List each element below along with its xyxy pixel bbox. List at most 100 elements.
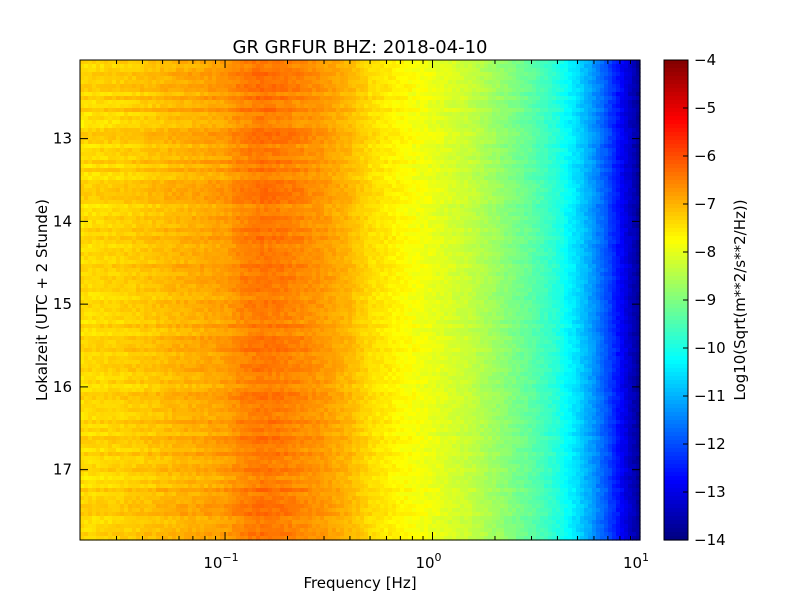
heatmap-cell xyxy=(132,68,137,73)
heatmap-cell xyxy=(176,136,181,141)
heatmap-cell xyxy=(168,156,173,161)
heatmap-cell xyxy=(532,148,537,153)
heatmap-cell xyxy=(340,180,345,185)
heatmap-cell xyxy=(572,72,577,77)
heatmap-cell xyxy=(540,88,545,93)
heatmap-cell xyxy=(364,72,369,77)
heatmap-cell xyxy=(532,76,537,81)
heatmap-cell xyxy=(408,188,413,193)
heatmap-cell xyxy=(616,136,621,141)
heatmap-cell xyxy=(392,184,397,189)
heatmap-cell xyxy=(632,152,637,157)
heatmap-cell xyxy=(396,88,401,93)
heatmap-cell xyxy=(152,68,157,73)
heatmap-cell xyxy=(464,188,469,193)
heatmap-cell xyxy=(416,156,421,161)
heatmap-cell xyxy=(412,200,417,205)
heatmap-cell xyxy=(568,196,573,201)
heatmap-cell xyxy=(356,148,361,153)
heatmap-cell xyxy=(616,172,621,177)
heatmap-cell xyxy=(268,112,273,117)
heatmap-cell xyxy=(256,144,261,149)
heatmap-cell xyxy=(524,84,529,89)
heatmap-cell xyxy=(140,144,145,149)
heatmap-cell xyxy=(128,88,133,93)
heatmap-cell xyxy=(168,132,173,137)
heatmap-cell xyxy=(552,140,557,145)
heatmap-cell xyxy=(264,192,269,197)
heatmap-cell xyxy=(244,132,249,137)
heatmap-cell xyxy=(252,88,257,93)
heatmap-cell xyxy=(88,152,93,157)
heatmap-cell xyxy=(420,144,425,149)
heatmap-cell xyxy=(412,84,417,89)
heatmap-cell xyxy=(132,164,137,169)
heatmap-cell xyxy=(432,152,437,157)
heatmap-cell xyxy=(588,116,593,121)
heatmap-cell xyxy=(280,92,285,97)
heatmap-cell xyxy=(296,88,301,93)
heatmap-cell xyxy=(204,164,209,169)
heatmap-cell xyxy=(228,196,233,201)
heatmap-cell xyxy=(604,172,609,177)
heatmap-cell xyxy=(104,200,109,205)
heatmap-cell xyxy=(136,184,141,189)
heatmap-cell xyxy=(564,112,569,117)
heatmap-cell xyxy=(120,100,125,105)
heatmap-cell xyxy=(412,140,417,145)
heatmap-cell xyxy=(368,108,373,113)
heatmap-cell xyxy=(160,64,165,69)
heatmap-cell xyxy=(332,188,337,193)
heatmap-cell xyxy=(616,88,621,93)
heatmap-cell xyxy=(404,176,409,181)
heatmap-cell xyxy=(452,136,457,141)
heatmap-cell xyxy=(176,156,181,161)
heatmap-cell xyxy=(632,128,637,133)
heatmap-cell xyxy=(196,180,201,185)
heatmap-cell xyxy=(472,136,477,141)
heatmap-cell xyxy=(400,88,405,93)
heatmap-cell xyxy=(108,72,113,77)
heatmap-cell xyxy=(616,84,621,89)
heatmap-cell xyxy=(212,60,217,65)
heatmap-cell xyxy=(428,96,433,101)
heatmap-cell xyxy=(152,112,157,117)
heatmap-cell xyxy=(112,64,117,69)
heatmap-cell xyxy=(152,100,157,105)
heatmap-cell xyxy=(592,132,597,137)
heatmap-cell xyxy=(456,128,461,133)
heatmap-cell xyxy=(268,172,273,177)
heatmap-cell xyxy=(372,172,377,177)
heatmap-cell xyxy=(384,148,389,153)
heatmap-cell xyxy=(312,72,317,77)
heatmap-cell xyxy=(216,200,221,205)
heatmap-cell xyxy=(200,140,205,145)
heatmap-cell xyxy=(400,76,405,81)
heatmap-cell xyxy=(288,88,293,93)
heatmap-cell xyxy=(608,124,613,129)
heatmap-cell xyxy=(408,144,413,149)
heatmap-cell xyxy=(356,72,361,77)
heatmap-cell xyxy=(96,92,101,97)
heatmap-cell xyxy=(380,156,385,161)
heatmap-cell xyxy=(548,84,553,89)
heatmap-cell xyxy=(592,196,597,201)
heatmap-cell xyxy=(400,168,405,173)
heatmap-cell xyxy=(472,112,477,117)
heatmap-cell xyxy=(376,80,381,85)
heatmap-cell xyxy=(204,200,209,205)
heatmap-cell xyxy=(220,168,225,173)
heatmap-cell xyxy=(524,132,529,137)
heatmap-cell xyxy=(148,108,153,113)
heatmap-cell xyxy=(188,68,193,73)
heatmap-cell xyxy=(420,192,425,197)
heatmap-cell xyxy=(564,176,569,181)
heatmap-cell xyxy=(348,184,353,189)
heatmap-cell xyxy=(384,88,389,93)
heatmap-cell xyxy=(376,96,381,101)
heatmap-cell xyxy=(84,100,89,105)
heatmap-cell xyxy=(524,120,529,125)
heatmap-cell xyxy=(96,100,101,105)
heatmap-cell xyxy=(268,188,273,193)
heatmap-cell xyxy=(380,172,385,177)
